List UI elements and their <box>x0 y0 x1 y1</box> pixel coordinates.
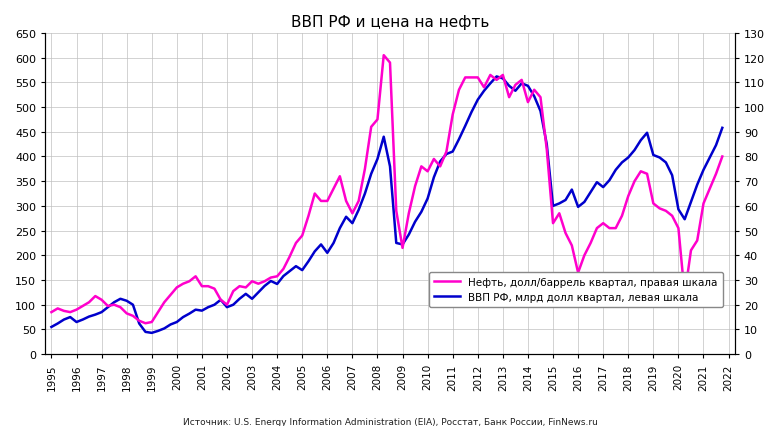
Нефть, долл/баррель квартал, правая шкала <box>160 300 169 305</box>
ВВП РФ, млрд долл квартал, левая шкала <box>592 180 601 185</box>
Line: ВВП РФ, млрд долл квартал, левая шкала: ВВП РФ, млрд долл квартал, левая шкала <box>51 77 722 333</box>
ВВП РФ, млрд долл квартал, левая шкала <box>115 296 125 302</box>
Нефть, долл/баррель квартал, правая шкала <box>379 54 388 59</box>
ВВП РФ, млрд долл квартал, левая шкала <box>718 126 727 131</box>
Legend: Нефть, долл/баррель квартал, правая шкала, ВВП РФ, млрд долл квартал, левая шкал: Нефть, долл/баррель квартал, правая шкал… <box>428 272 723 308</box>
Title: ВВП РФ и цена на нефть: ВВП РФ и цена на нефть <box>291 15 489 30</box>
Line: Нефть, долл/баррель квартал, правая шкала: Нефть, долл/баррель квартал, правая шкал… <box>51 56 722 323</box>
ВВП РФ, млрд долл квартал, левая шкала <box>636 138 646 144</box>
ВВП РФ, млрд долл квартал, левая шкала <box>47 325 56 330</box>
Нефть, долл/баррель квартал, правая шкала <box>115 305 125 310</box>
Нефть, долл/баррель квартал, правая шкала <box>636 170 646 175</box>
Нефть, долл/баррель квартал, правая шкала <box>141 321 151 326</box>
Нефть, долл/баррель квартал, правая шкала <box>592 226 601 231</box>
Нефть, долл/баррель квартал, правая шкала <box>47 310 56 315</box>
Text: Источник: U.S. Energy Information Administration (EIA), Росстат, Банк России, Fi: Источник: U.S. Energy Information Admini… <box>183 417 597 426</box>
Нефть, долл/баррель квартал, правая шкала <box>649 201 658 207</box>
ВВП РФ, млрд долл квартал, левая шкала <box>147 331 157 336</box>
Нефть, долл/баррель квартал, правая шкала <box>718 155 727 160</box>
ВВП РФ, млрд долл квартал, левая шкала <box>492 75 502 80</box>
ВВП РФ, млрд долл квартал, левая шкала <box>649 153 658 158</box>
Нефть, долл/баррель квартал, правая шкала <box>367 125 376 130</box>
ВВП РФ, млрд долл квартал, левая шкала <box>367 172 376 177</box>
ВВП РФ, млрд долл квартал, левая шкала <box>160 326 169 331</box>
